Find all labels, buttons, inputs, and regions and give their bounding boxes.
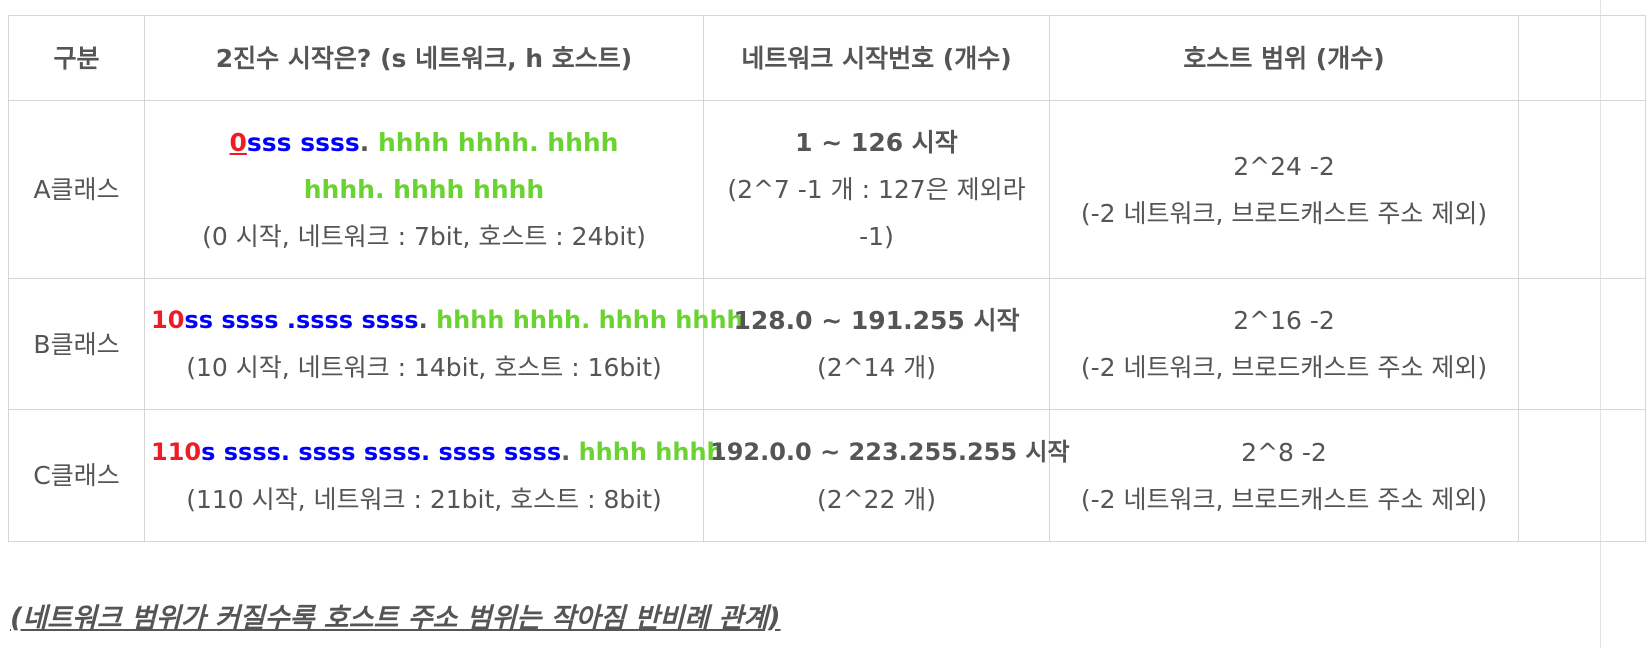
- network-count: (2^7 -1 개 : 127은 제외라 -1): [727, 175, 1026, 251]
- empty-cell: [1518, 278, 1646, 410]
- host-note: (-2 네트워크, 브로드캐스트 주소 제외): [1080, 198, 1488, 228]
- binary-cell: 10ss ssss .ssss ssss. hhhh hhhh. hhhh hh…: [144, 278, 744, 410]
- header-network-start: 네트워크 시작번호 (개수): [703, 15, 1050, 101]
- host-range: 2^24 -2: [1233, 151, 1335, 181]
- host-range: 2^8 -2: [1241, 437, 1327, 467]
- host-note: (-2 네트워크, 브로드캐스트 주소 제외): [1080, 484, 1488, 514]
- binary-pattern: 0sss ssss. hhhh hhhh. hhhh hhhh. hhhh hh…: [151, 119, 697, 213]
- header-host-range: 호스트 범위 (개수): [1049, 15, 1519, 101]
- network-bits: sss ssss: [246, 128, 360, 157]
- table-header-row: 구분 2진수 시작은? (s 네트워크, h 호스트) 네트워크 시작번호 (개…: [8, 15, 1646, 101]
- ip-class-table: 구분 2진수 시작은? (s 네트워크, h 호스트) 네트워크 시작번호 (개…: [8, 15, 1646, 542]
- network-cell: 1 ~ 126 시작 (2^7 -1 개 : 127은 제외라 -1): [703, 100, 1050, 279]
- network-bits: s ssss. ssss ssss. ssss ssss: [201, 437, 562, 466]
- host-cell: 2^8 -2 (-2 네트워크, 브로드캐스트 주소 제외): [1049, 409, 1519, 542]
- network-count: (2^14 개): [816, 353, 937, 382]
- host-cell: 2^16 -2 (-2 네트워크, 브로드캐스트 주소 제외): [1049, 278, 1519, 410]
- host-bits: hhhh hhhh: [570, 437, 724, 466]
- header-empty: [1518, 15, 1646, 101]
- host-bits: hhhh hhhh. hhhh hhhh. hhhh hhhh: [303, 128, 619, 204]
- network-cell: 128.0 ~ 191.255 시작 (2^14 개): [703, 278, 1050, 410]
- binary-note: (0 시작, 네트워크 : 7bit, 호스트 : 24bit): [202, 222, 646, 251]
- network-start: 192.0.0 ~ 223.255.255 시작: [710, 437, 1070, 466]
- network-bits: ss ssss .ssss ssss: [184, 306, 419, 334]
- network-start: 128.0 ~ 191.255 시작: [733, 306, 1020, 335]
- network-count: (2^22 개): [816, 484, 937, 514]
- binary-note: (10 시작, 네트워크 : 14bit, 호스트 : 16bit): [186, 353, 662, 382]
- binary-pattern: 10ss ssss .ssss ssss. hhhh hhhh. hhhh hh…: [151, 297, 744, 344]
- class-label: C클래스: [8, 409, 145, 542]
- table-row: A클래스 0sss ssss. hhhh hhhh. hhhh hhhh. hh…: [8, 100, 1646, 279]
- empty-cell: [1518, 100, 1646, 279]
- class-label: B클래스: [8, 278, 145, 410]
- bit-separator: .: [561, 437, 571, 466]
- header-binary-start: 2진수 시작은? (s 네트워크, h 호스트): [144, 15, 704, 101]
- host-note: (-2 네트워크, 브로드캐스트 주소 제외): [1080, 353, 1488, 382]
- table-row: B클래스 10ss ssss .ssss ssss. hhhh hhhh. hh…: [8, 278, 1646, 410]
- prefix-bits: 0: [229, 128, 247, 157]
- table-row: C클래스 110s ssss. ssss ssss. ssss ssss. hh…: [8, 409, 1646, 542]
- host-cell: 2^24 -2 (-2 네트워크, 브로드캐스트 주소 제외): [1049, 100, 1519, 279]
- binary-pattern: 110s ssss. ssss ssss. ssss ssss. hhhh hh…: [151, 429, 724, 476]
- footnote-text: (네트워크 범위가 커질수록 호스트 주소 범위는 작아짐 반비례 관계): [10, 603, 781, 634]
- host-bits: hhhh hhhh. hhhh hhhh: [427, 306, 744, 334]
- binary-note: (110 시작, 네트워크 : 21bit, 호스트 : 8bit): [186, 484, 662, 514]
- host-range: 2^16 -2: [1233, 306, 1335, 335]
- network-start: 1 ~ 126 시작: [795, 128, 958, 157]
- prefix-bits: 110: [151, 437, 202, 466]
- binary-cell: 0sss ssss. hhhh hhhh. hhhh hhhh. hhhh hh…: [144, 100, 704, 279]
- bit-separator: .: [359, 128, 370, 157]
- class-label: A클래스: [8, 100, 145, 279]
- prefix-bits: 10: [151, 306, 185, 334]
- binary-cell: 110s ssss. ssss ssss. ssss ssss. hhhh hh…: [144, 409, 724, 542]
- network-cell: 192.0.0 ~ 223.255.255 시작 (2^22 개): [703, 409, 1070, 542]
- empty-cell: [1518, 409, 1646, 542]
- header-class: 구분: [8, 15, 145, 101]
- bit-separator: .: [418, 306, 428, 334]
